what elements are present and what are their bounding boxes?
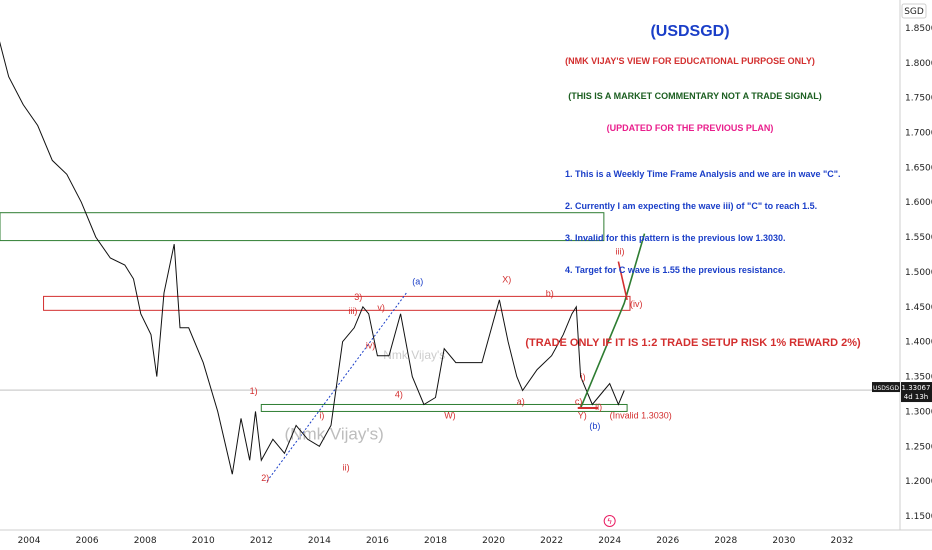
y-tick-label: 1.45000 (905, 303, 932, 313)
y-tick-label: 1.70000 (905, 129, 932, 139)
x-tick-label: 2016 (366, 536, 389, 546)
symbol-label: SGD (904, 7, 924, 17)
commentary-line: (UPDATED FOR THE PREVIOUS PLAN) (607, 123, 774, 133)
y-tick-label: 1.50000 (905, 268, 932, 278)
price-tag-symbol: USDSGD (873, 385, 899, 392)
projection-green-line (579, 233, 646, 409)
wave-label: a) (517, 396, 525, 406)
wave-label: v) (377, 302, 385, 312)
x-tick-label: 2024 (598, 536, 621, 546)
wave-label: (iv) (630, 299, 643, 309)
commentary-line: 3. Invalid for this pattern is the previ… (565, 233, 786, 243)
wave-label: 2) (261, 473, 269, 483)
y-tick-label: 1.80000 (905, 59, 932, 69)
y-tick-label: 1.35000 (905, 373, 932, 383)
x-tick-label: 2028 (714, 536, 737, 546)
x-tick-label: 2006 (76, 536, 99, 546)
zone-box-1 (43, 295, 631, 311)
y-tick-label: 1.55000 (905, 233, 932, 243)
wave-label: 4) (395, 390, 403, 400)
commentary-line: 1. This is a Weekly Time Frame Analysis … (565, 169, 841, 179)
wave-label: (a) (412, 277, 423, 287)
commentary-line: (NMK VIJAY'S VIEW FOR EDUCATIONAL PURPOS… (565, 56, 815, 66)
wave-label: ii) (595, 402, 602, 412)
wave-label: 3) (354, 292, 362, 302)
commentary-line: (THIS IS A MARKET COMMENTARY NOT A TRADE… (568, 91, 822, 101)
wave-label: W) (444, 410, 456, 420)
commentary-line: 2. Currently I am expecting the wave iii… (565, 201, 817, 211)
x-tick-label: 2020 (482, 536, 505, 546)
x-tick-label: 2004 (18, 536, 41, 546)
y-tick-label: 1.30000 (905, 407, 932, 417)
y-tick-label: 1.85000 (905, 24, 932, 34)
x-tick-label: 2010 (192, 536, 215, 546)
price-tag-box (901, 382, 932, 403)
wave-label: iv) (366, 341, 376, 351)
x-tick-label: 2026 (656, 536, 679, 546)
x-tick-label: 2018 (424, 536, 447, 546)
wave-label: Y) (578, 410, 587, 420)
commentary-line: 4. Target for C wave is 1.55 the previou… (565, 265, 785, 275)
chart-title: (USDSGD) (650, 23, 729, 40)
wave-label: iii) (348, 306, 357, 316)
zone-box-2 (260, 403, 628, 412)
y-tick-label: 1.40000 (905, 338, 932, 348)
wave-label: ii) (343, 463, 350, 473)
wave-label: (Invalid 1.3030) (610, 410, 672, 420)
trade-rule-note: (TRADE ONLY IF IT IS 1:2 TRADE SETUP RIS… (525, 337, 861, 349)
wave-label: (b) (589, 421, 600, 431)
wave-label: i) (581, 372, 586, 382)
y-tick-label: 1.65000 (905, 163, 932, 173)
y-tick-label: 1.25000 (905, 442, 932, 452)
zone-box-0 (0, 212, 605, 242)
wave-label: iii) (615, 247, 624, 257)
price-tag-countdown: 4d 13h (904, 393, 928, 401)
x-tick-label: 2032 (830, 536, 853, 546)
wave-label: X) (502, 274, 511, 284)
y-tick-label: 1.75000 (905, 94, 932, 104)
x-tick-label: 2022 (540, 536, 563, 546)
x-tick-label: 2008 (134, 536, 157, 546)
event-marker-icon (603, 515, 616, 527)
event-marker-glyph: ϟ (608, 517, 613, 526)
watermark-text: Nmk Vijay's (383, 348, 445, 362)
wave-label: 1) (250, 386, 258, 396)
wave-label: c) (575, 396, 583, 406)
price-tag-symbol-box (872, 382, 900, 393)
price-series-line (0, 41, 625, 475)
y-tick-label: 1.60000 (905, 198, 932, 208)
x-tick-label: 2012 (250, 536, 273, 546)
y-tick-label: 1.20000 (905, 477, 932, 487)
wave-label: i) (319, 410, 324, 420)
projection-red-line (617, 261, 628, 301)
watermark-text: (Nmk Vijay's) (285, 424, 384, 443)
price-tag-value: 1.33067 (902, 384, 931, 392)
symbol-box (901, 3, 927, 19)
x-tick-label: 2014 (308, 536, 331, 546)
y-tick-label: 1.15000 (905, 512, 932, 522)
wave-label: b) (546, 288, 554, 298)
x-tick-label: 2030 (772, 536, 795, 546)
